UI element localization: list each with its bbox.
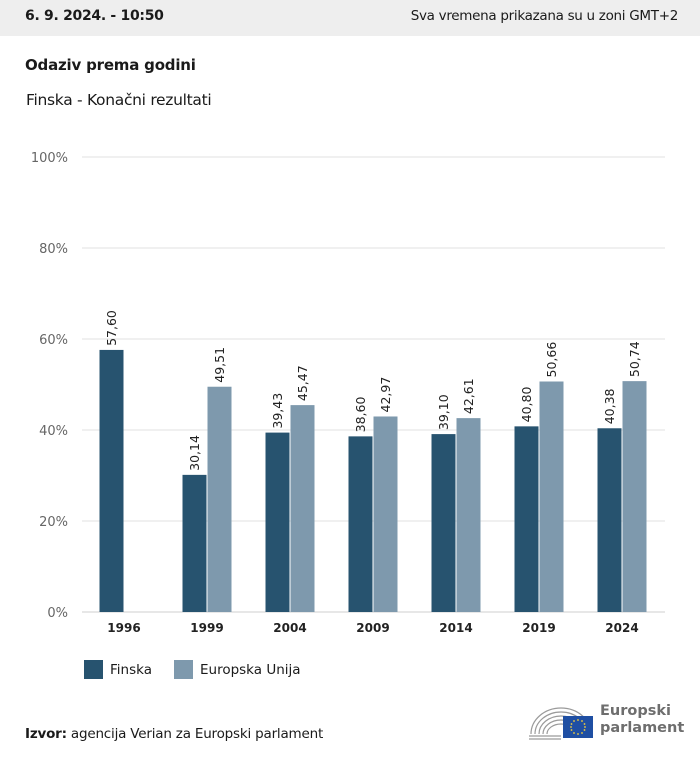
legend-swatch-eu [173,660,193,679]
timezone-note: Sva vremena prikazana su u zoni GMT+2 [410,8,679,24]
y-tick-label: 40% [39,424,68,439]
legend-item-finska[interactable]: Finska [84,660,152,679]
data-label: 42,97 [378,377,393,413]
data-label: 38,60 [353,397,368,433]
source-text: agencija Verian za Europski parlament [66,726,324,742]
logo-line-1: Europski [600,703,671,719]
parliament-hemicycle-icon [529,707,593,740]
source-label: Izvor: [25,726,67,742]
bar-eu-1999[interactable] [207,386,232,612]
legend: Finska Europska Unija [84,660,323,679]
y-tick-label: 60% [39,333,68,348]
x-tick-label: 1996 [107,621,140,635]
bar-finska-2019[interactable] [514,426,539,612]
data-label: 49,51 [212,347,227,383]
bar-finska-1999[interactable] [182,474,207,612]
chart-subtitle: Finska - Konačni rezultati [26,91,212,109]
x-tick-label: 2009 [356,621,389,635]
data-label: 50,74 [627,341,642,377]
top-bar: 6. 9. 2024. - 10:50 Sva vremena prikazan… [0,0,700,36]
x-axis-ticks: 1996 1999 2004 2009 2014 2019 2024 [107,621,638,635]
source-note: Izvor: agencija Verian za Europski parla… [25,726,323,742]
data-labels: 57,60 30,14 49,51 39,43 45,47 38,60 42,97 39,10… [104,310,642,471]
timestamp: 6. 9. 2024. - 10:50 [25,8,164,24]
eu-flag-icon [563,716,593,738]
bar-finska-2009[interactable] [348,436,373,612]
legend-label: Finska [110,661,152,678]
data-label: 40,38 [602,388,617,424]
data-label: 39,10 [436,394,451,430]
x-tick-label: 2004 [273,621,306,635]
european-parliament-logo[interactable]: Europski parlament [527,700,687,744]
bar-finska-2014[interactable] [431,434,456,612]
data-label: 42,61 [461,378,476,414]
bars [99,349,647,612]
bar-eu-2019[interactable] [539,381,564,612]
bar-eu-2009[interactable] [373,416,398,612]
legend-item-eu[interactable]: Europska Unija [173,660,301,679]
turnout-bar-chart: 0% 20% 40% 60% 80% 100% 57,60 30,14 49,51 39,43 4… [31,151,665,635]
y-tick-label: 80% [39,242,68,257]
bar-eu-2004[interactable] [290,405,315,612]
logo-line-2: parlament [600,720,685,736]
data-label: 57,60 [104,310,119,346]
bar-finska-1996[interactable] [99,349,124,612]
x-tick-label: 2019 [522,621,555,635]
logo-text: Europski parlament [600,703,684,737]
bar-finska-2024[interactable] [597,428,622,612]
x-tick-label: 2024 [605,621,638,635]
data-label: 30,14 [187,435,202,471]
x-tick-label: 2014 [439,621,472,635]
legend-label: Europska Unija [199,661,301,678]
data-label: 50,66 [544,342,559,378]
y-axis-ticks: 0% 20% 40% 60% 80% 100% [31,151,68,621]
bar-finska-2004[interactable] [265,432,290,612]
chart-title: Odaziv prema godini [25,56,196,74]
y-tick-label: 20% [39,515,68,530]
bar-eu-2024[interactable] [622,381,647,612]
x-tick-label: 1999 [190,621,223,635]
data-label: 45,47 [295,365,310,401]
y-tick-label: 0% [47,606,68,621]
data-label: 39,43 [270,393,285,429]
bar-eu-2014[interactable] [456,418,481,612]
data-label: 40,80 [519,387,534,423]
y-tick-label: 100% [31,151,68,166]
legend-swatch-finska [84,660,103,679]
